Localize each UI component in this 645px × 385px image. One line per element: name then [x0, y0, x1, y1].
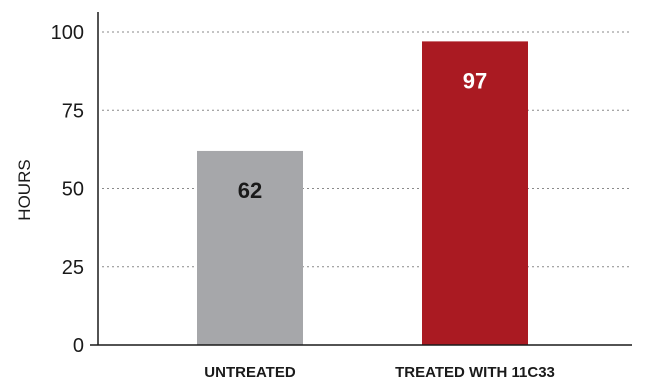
y-tick-label-100: 100 — [51, 22, 84, 44]
y-tick-label-25: 25 — [62, 257, 84, 279]
data-label-2: 97 — [463, 68, 487, 93]
y-tick-label-50: 50 — [62, 179, 84, 201]
data-label-1: 62 — [238, 178, 262, 203]
bars: 62 97 — [197, 41, 528, 345]
bar-2 — [422, 41, 528, 345]
y-axis-ticks: 0 25 50 75 100 — [51, 22, 84, 357]
y-tick-label-0: 0 — [73, 335, 84, 357]
y-tick-label-75: 75 — [62, 100, 84, 122]
x-axis-categories: UNTREATED TREATED WITH 11C33 — [204, 364, 555, 381]
bar-1 — [197, 150, 303, 345]
category-label-2: TREATED WITH 11C33 — [395, 364, 555, 381]
category-label-1: UNTREATED — [204, 364, 296, 381]
gridlines — [102, 31, 632, 268]
y-axis-title: HOURS — [15, 159, 34, 220]
